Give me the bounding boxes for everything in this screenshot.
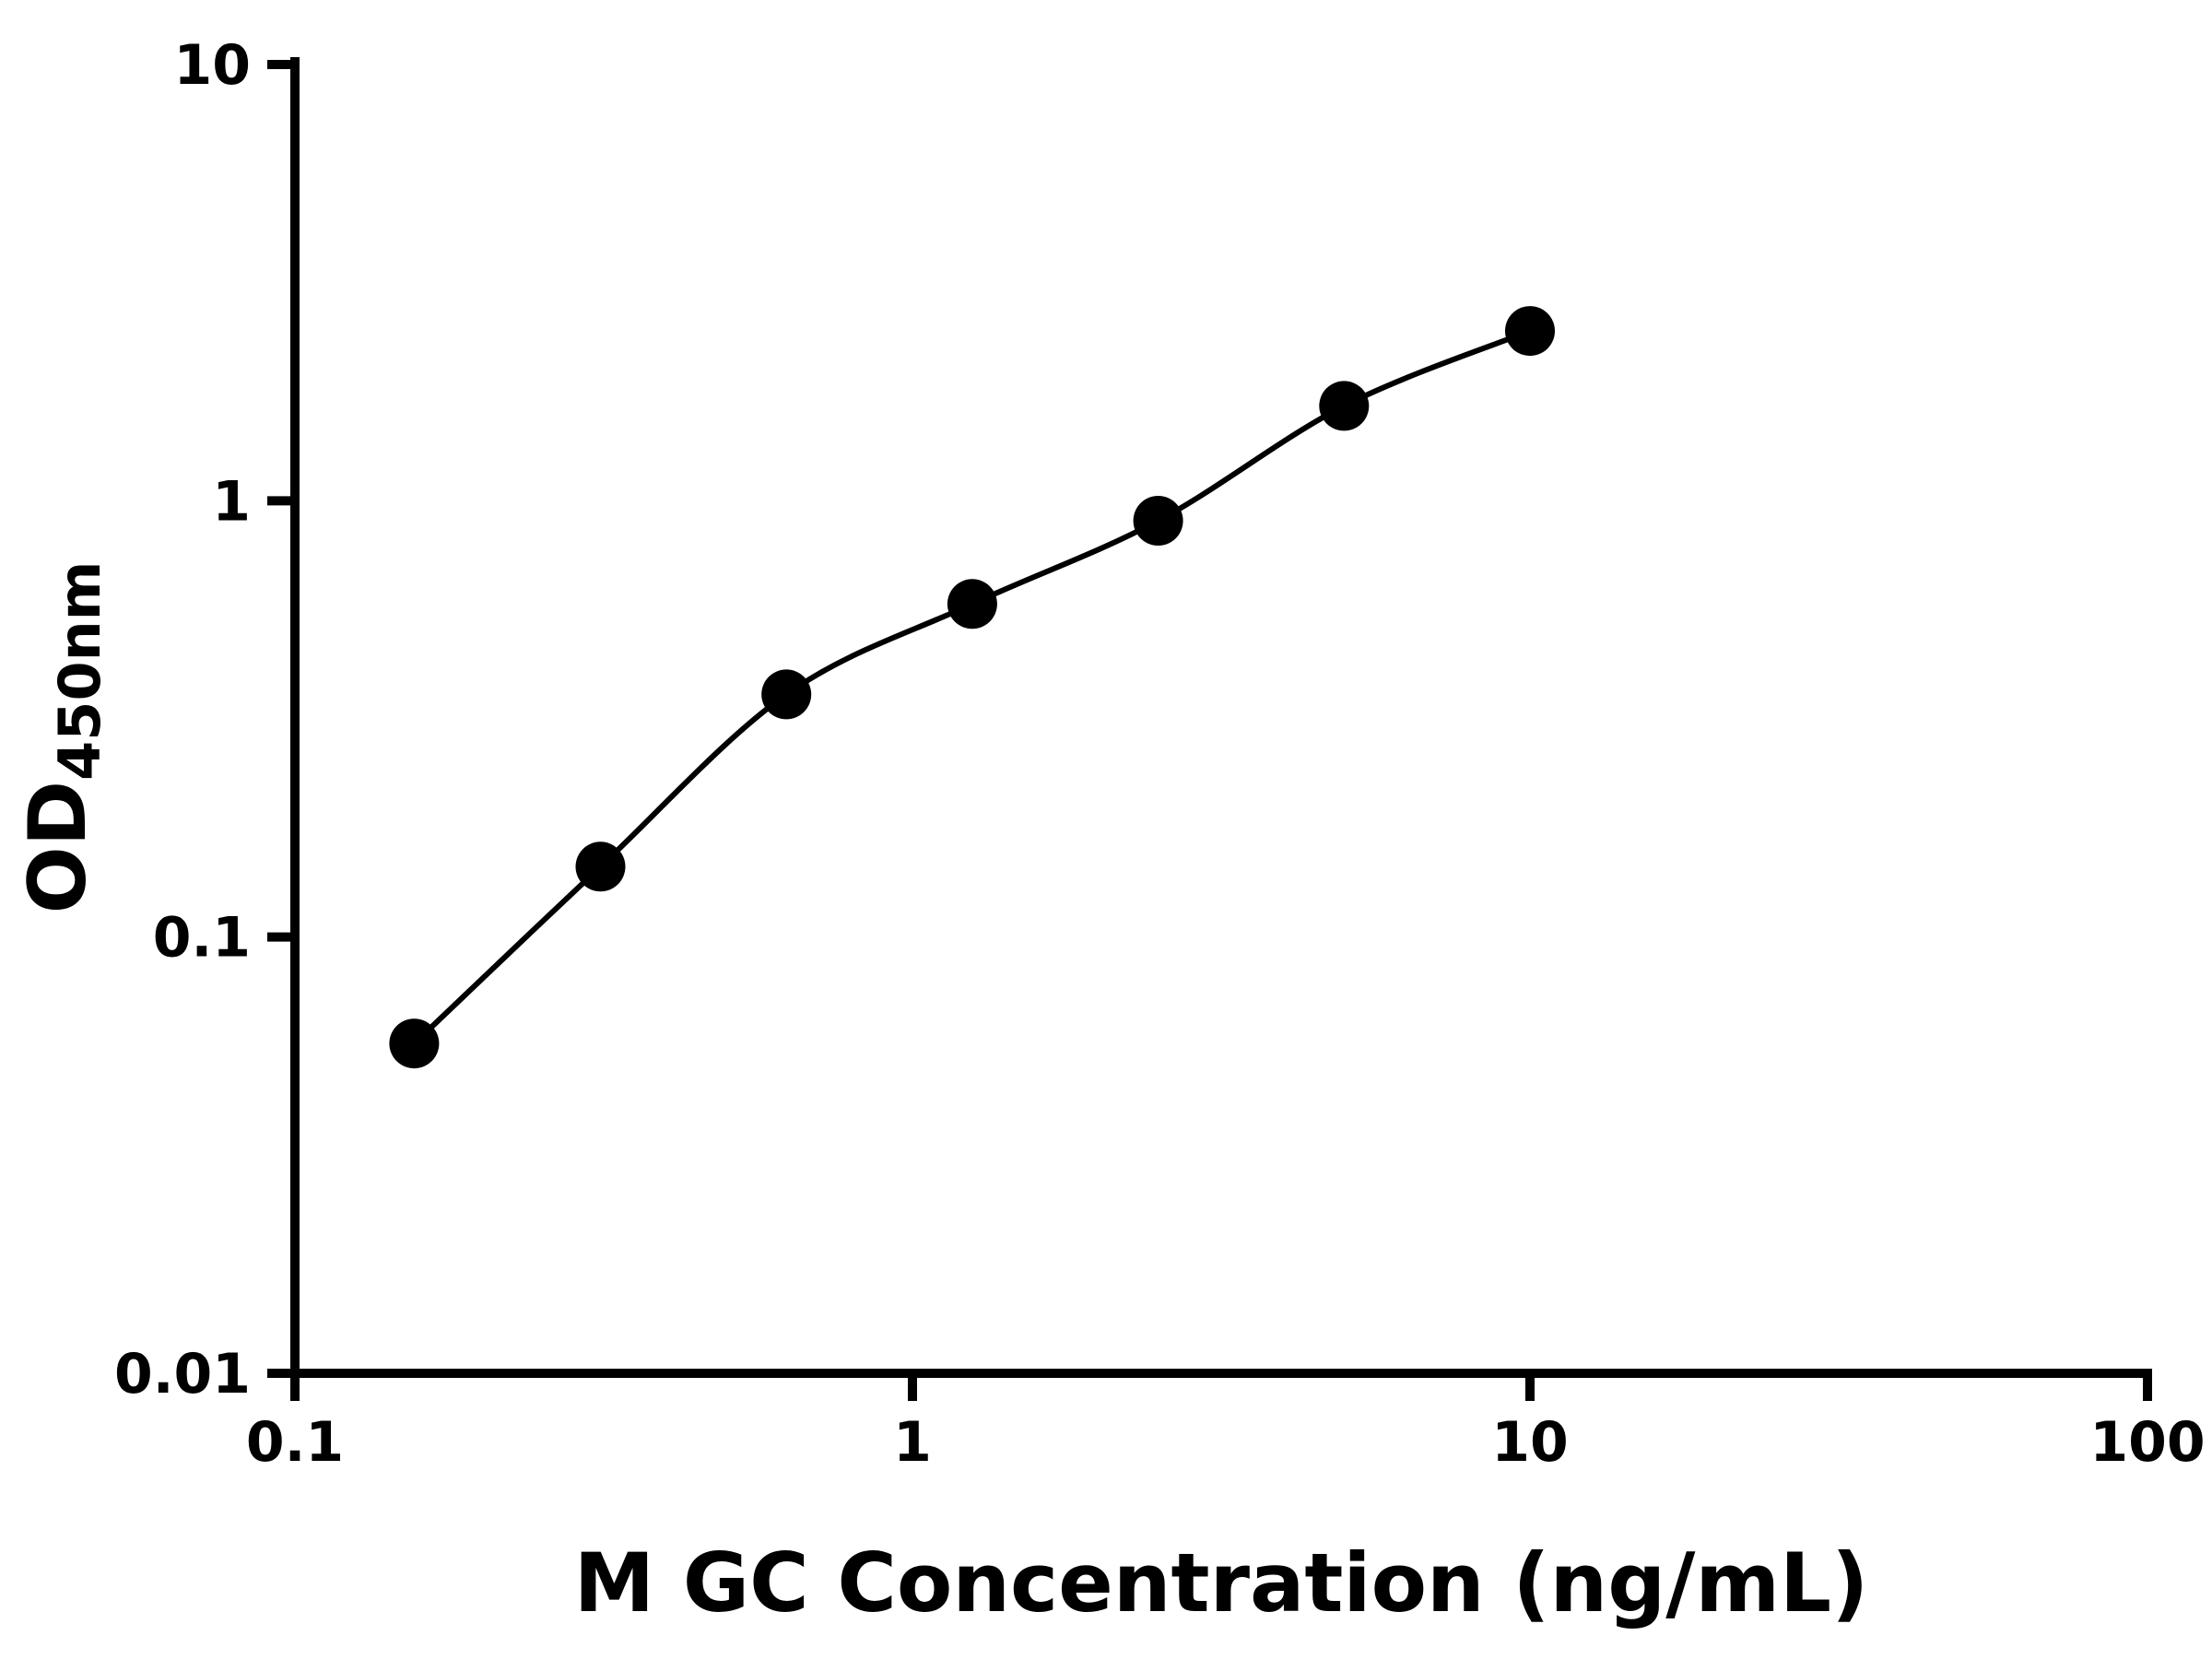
y-tick-label: 1	[212, 469, 251, 534]
x-tick-label: 1	[893, 1410, 932, 1475]
x-axis-title: M GC Concentration (ng/mL)	[574, 1535, 1869, 1630]
y-axis-title-subscript: 450nm	[46, 561, 113, 781]
x-tick-label: 100	[2089, 1410, 2205, 1475]
y-tick-label: 0.1	[153, 906, 251, 971]
axes	[290, 57, 2152, 1378]
data-point	[1319, 381, 1370, 431]
data-point	[947, 579, 997, 629]
data-point	[1133, 496, 1183, 546]
x-tick-label: 10	[1491, 1410, 1569, 1475]
axis-ticks	[267, 60, 2152, 1401]
plot-series	[389, 306, 1555, 1069]
y-axis-title: OD450nm	[12, 561, 113, 914]
data-point	[1505, 306, 1555, 357]
data-point	[575, 841, 626, 892]
data-point	[389, 1018, 440, 1069]
y-axis-title-main: OD	[12, 781, 104, 914]
y-tick-label: 10	[174, 33, 252, 98]
fitted-curve	[412, 328, 1532, 1046]
y-tick-label: 0.01	[114, 1342, 251, 1406]
x-tick-label: 0.1	[246, 1410, 344, 1475]
data-point	[761, 669, 812, 720]
